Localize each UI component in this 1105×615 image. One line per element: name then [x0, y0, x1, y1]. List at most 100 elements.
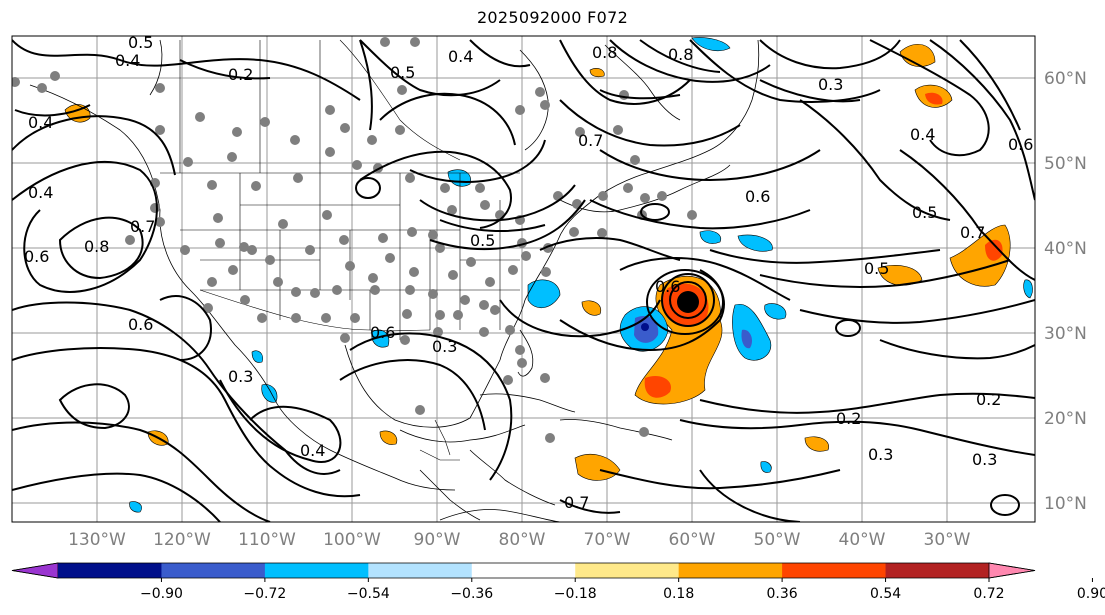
contour-label: 0.4 — [115, 51, 140, 70]
contour-lines — [12, 39, 1035, 522]
anomaly-patch — [899, 43, 936, 67]
lat-label: 10°N — [1044, 494, 1087, 514]
contour-label: 0.8 — [84, 237, 109, 256]
anomaly-patch — [574, 454, 621, 481]
colorbar-swatch — [885, 563, 990, 578]
contour-label: 0.6 — [655, 277, 680, 296]
lat-label: 40°N — [1044, 239, 1087, 259]
lat-label: 60°N — [1044, 69, 1087, 89]
shaded-fields — [64, 37, 1033, 513]
contour-label: 0.7 — [578, 131, 603, 150]
station-points — [12, 37, 697, 443]
contour-label: 0.8 — [592, 43, 617, 62]
colorbar-swatch — [161, 563, 266, 578]
contour-label: 0.2 — [836, 409, 861, 428]
contour-label: 0.3 — [868, 445, 893, 464]
contour-label: 0.8 — [668, 45, 693, 64]
contour-label: 0.5 — [390, 63, 415, 82]
lon-label: 100°W — [323, 530, 381, 550]
contour-label: 0.6 — [745, 187, 770, 206]
colorbar-tick-label: 0.90 — [1077, 586, 1105, 602]
colorbar-tick-label: 0.54 — [870, 586, 901, 602]
anomaly-patch — [251, 350, 263, 363]
anomaly-patch — [699, 230, 722, 244]
contour-label: 0.4 — [300, 441, 325, 460]
anomaly-patch — [677, 291, 699, 313]
colorbar-tick-label: 0.36 — [767, 586, 798, 602]
contour-label: 0.6 — [128, 315, 153, 334]
contour-label: 0.4 — [910, 125, 935, 144]
contour-label: 0.5 — [470, 231, 495, 250]
colorbar: −0.90 −0.72 −0.54 −0.36 −0.18 0.18 0.36 0.54 0.7… — [11, 562, 1105, 602]
anomaly-patch — [589, 68, 605, 78]
anomaly-patch — [527, 279, 561, 308]
contour-label: 0.5 — [128, 33, 153, 52]
map-title: 2025092000 F072 — [476, 8, 629, 27]
contour-label: 0.4 — [28, 183, 53, 202]
anomaly-patch — [644, 375, 671, 398]
contour-label: 0.2 — [976, 390, 1001, 409]
lon-label: 40°W — [839, 530, 886, 550]
colorbar-tick-label: −0.18 — [554, 586, 597, 602]
colorbar-swatch — [58, 563, 162, 578]
colorbar-tick-label: 0.72 — [973, 586, 1004, 602]
contour-label: 0.3 — [818, 75, 843, 94]
anomaly-patch — [371, 329, 390, 348]
latitude-labels: 60°N 50°N 40°N 30°N 20°N 10°N — [1044, 69, 1087, 514]
political-borders — [160, 39, 520, 461]
contour-label: 0.3 — [432, 337, 457, 356]
colorbar-tick-label: −0.36 — [450, 586, 493, 602]
lat-label: 30°N — [1044, 324, 1087, 344]
map-area: 0.5 0.4 0.2 0.4 0.4 0.6 0.8 0.7 0.6 0.6 … — [12, 33, 1035, 522]
contour-label: 0.6 — [24, 247, 49, 266]
lat-label: 50°N — [1044, 154, 1087, 174]
anomaly-patch — [925, 92, 943, 105]
contour-label: 0.3 — [972, 450, 997, 469]
lon-label: 130°W — [68, 530, 126, 550]
contour-label: 0.5 — [912, 203, 937, 222]
anomaly-patch — [737, 234, 773, 252]
colorbar-swatch — [575, 563, 680, 578]
colorbar-swatch — [368, 563, 473, 578]
contour-label: 0.7 — [960, 223, 985, 242]
contour-label: 0.3 — [228, 367, 253, 386]
anomaly-patch — [760, 461, 772, 473]
anomaly-patch — [379, 430, 398, 445]
graticule — [12, 36, 1035, 522]
colorbar-tick-label: 0.18 — [663, 586, 694, 602]
colorbar-extend-low — [11, 562, 59, 579]
longitude-labels: 130°W 120°W 110°W 100°W 90°W 80°W 70°W 6… — [68, 530, 971, 550]
lat-label: 20°N — [1044, 409, 1087, 429]
anomaly-patch — [581, 300, 602, 316]
lon-label: 70°W — [584, 530, 631, 550]
map-frame — [11, 35, 1036, 523]
anomaly-patch — [1023, 279, 1033, 299]
lon-label: 30°W — [924, 530, 971, 550]
contour-labels: 0.5 0.4 0.2 0.4 0.4 0.6 0.8 0.7 0.6 0.6 … — [24, 33, 1033, 512]
contour-label: 0.5 — [864, 259, 889, 278]
anomaly-patch — [691, 37, 731, 51]
lon-label: 80°W — [499, 530, 546, 550]
colorbar-outline — [11, 562, 1036, 579]
lon-label: 60°W — [669, 530, 716, 550]
colorbar-swatch — [678, 563, 783, 578]
lon-label: 120°W — [153, 530, 211, 550]
anomaly-patch — [985, 239, 1003, 261]
colorbar-swatch — [471, 563, 576, 578]
colorbar-extend-high — [988, 562, 1036, 579]
lon-label: 50°W — [754, 530, 801, 550]
lon-label: 110°W — [238, 530, 296, 550]
colorbar-tick-label: −0.72 — [243, 586, 286, 602]
colorbar-tick-label: −0.54 — [347, 586, 390, 602]
contour-label: 0.4 — [28, 113, 53, 132]
lon-label: 90°W — [414, 530, 461, 550]
anomaly-patch — [877, 265, 923, 286]
contour-label: 0.6 — [370, 323, 395, 342]
anomaly-patch — [764, 303, 787, 320]
colorbar-swatch — [264, 563, 369, 578]
anomaly-patch — [804, 436, 829, 452]
contour-label: 0.4 — [448, 47, 473, 66]
anomaly-patch — [129, 501, 142, 513]
contour-label: 0.2 — [228, 65, 253, 84]
colorbar-tick-label: −0.90 — [140, 586, 183, 602]
